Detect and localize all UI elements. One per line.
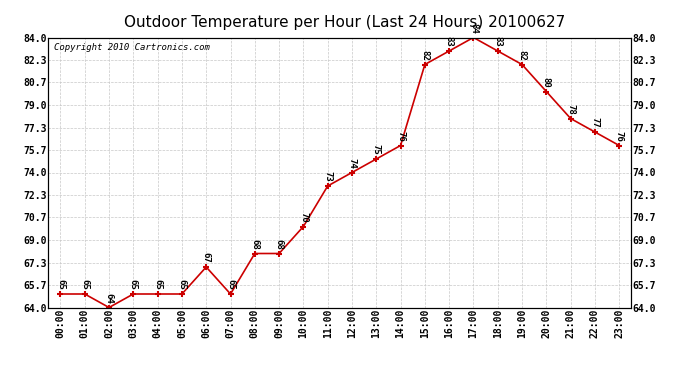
Text: 65: 65 (226, 279, 235, 290)
Text: 82: 82 (420, 50, 429, 60)
Text: 64: 64 (104, 292, 114, 303)
Text: 84: 84 (469, 22, 478, 33)
Text: 65: 65 (177, 279, 186, 290)
Text: 67: 67 (201, 252, 210, 263)
Text: 68: 68 (250, 238, 259, 249)
Text: Outdoor Temperature per Hour (Last 24 Hours) 20100627: Outdoor Temperature per Hour (Last 24 Ho… (124, 15, 566, 30)
Text: 78: 78 (566, 104, 575, 114)
Text: 70: 70 (299, 211, 308, 222)
Text: 68: 68 (275, 238, 284, 249)
Text: Copyright 2010 Cartronics.com: Copyright 2010 Cartronics.com (54, 43, 210, 52)
Text: 77: 77 (591, 117, 600, 128)
Text: 74: 74 (348, 158, 357, 168)
Text: 76: 76 (396, 130, 405, 141)
Text: 65: 65 (129, 279, 138, 290)
Text: 75: 75 (372, 144, 381, 155)
Text: 83: 83 (493, 36, 502, 47)
Text: 65: 65 (80, 279, 89, 290)
Text: 73: 73 (323, 171, 332, 182)
Text: 82: 82 (518, 50, 526, 60)
Text: 80: 80 (542, 76, 551, 87)
Text: 65: 65 (153, 279, 162, 290)
Text: 65: 65 (56, 279, 65, 290)
Text: 76: 76 (615, 130, 624, 141)
Text: 83: 83 (444, 36, 453, 47)
